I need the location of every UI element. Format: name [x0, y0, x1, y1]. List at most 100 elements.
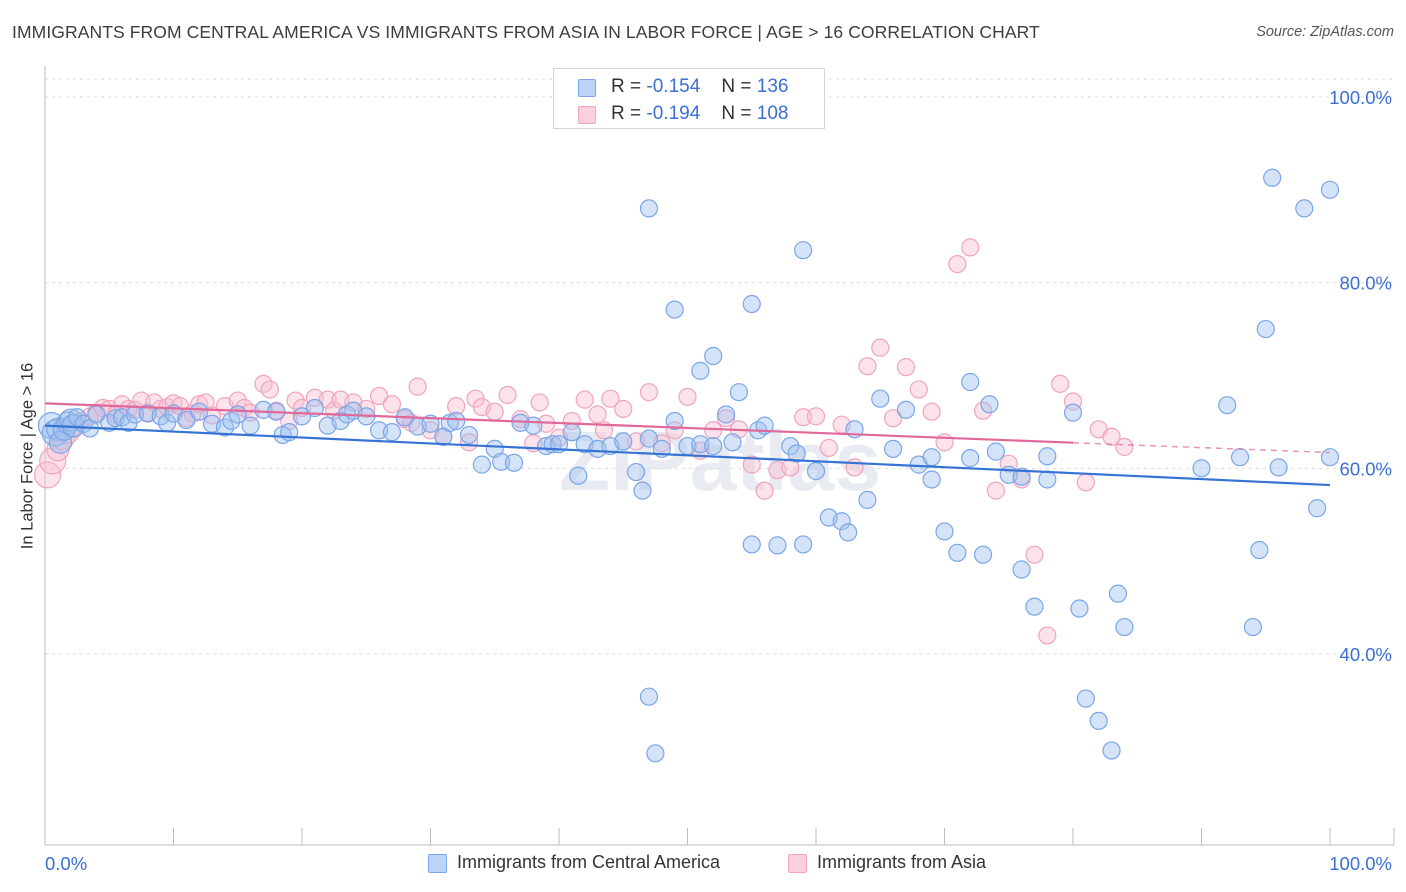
data-point: [935, 433, 954, 452]
data-point: [896, 358, 916, 377]
data-point: [794, 535, 813, 554]
data-point: [1063, 403, 1083, 422]
data-point: [504, 453, 524, 472]
data-point: [768, 536, 787, 555]
data-point: [819, 438, 838, 458]
chart-title: IMMIGRANTS FROM CENTRAL AMERICA VS IMMIG…: [12, 22, 1040, 42]
data-point: [806, 462, 826, 481]
data-point: [986, 481, 1006, 500]
data-point: [1250, 540, 1269, 560]
data-point: [421, 414, 440, 433]
data-point: [678, 387, 697, 406]
legend-n-value: 136: [756, 76, 789, 97]
data-point: [909, 380, 928, 399]
legend-swatch-blue: [578, 79, 596, 97]
legend-swatch-pink: [578, 106, 596, 124]
data-point: [382, 423, 402, 442]
data-point: [723, 433, 742, 452]
data-point: [1115, 617, 1134, 637]
data-point: [691, 361, 710, 380]
data-point: [806, 407, 826, 426]
data-point: [1070, 599, 1089, 618]
data-point: [704, 421, 723, 440]
data-point: [459, 425, 479, 445]
data-point: [948, 255, 967, 274]
data-point: [228, 391, 247, 410]
data-point: [260, 380, 279, 399]
data-point: [665, 411, 684, 431]
data-point: [755, 481, 774, 500]
data-point: [704, 346, 723, 366]
bottom-legend-label: Immigrants from Asia: [817, 852, 987, 872]
data-point: [1256, 319, 1275, 339]
data-point: [459, 433, 479, 452]
correlation-legend: R = -0.154 N = 136 R = -0.194 N = 108: [553, 68, 825, 129]
data-point: [1230, 448, 1250, 467]
data-point: [871, 389, 890, 408]
data-point: [961, 372, 980, 392]
y-tick-label: 40.0%: [1340, 644, 1392, 665]
data-point: [614, 399, 633, 419]
data-point: [1025, 545, 1044, 564]
data-point: [986, 442, 1006, 461]
data-point: [1192, 459, 1211, 478]
legend-text: R = -0.154 N = 136: [611, 76, 788, 98]
data-point: [1263, 168, 1282, 187]
data-point: [562, 423, 581, 442]
data-point: [639, 199, 659, 218]
data-point: [794, 408, 813, 427]
legend-text: R = -0.194 N = 108: [611, 103, 788, 125]
data-point: [973, 545, 993, 564]
data-point: [1295, 199, 1314, 218]
data-point: [215, 418, 234, 437]
data-point: [1038, 626, 1057, 645]
data-point: [858, 357, 877, 376]
x-tick-label: 100.0%: [1329, 853, 1392, 874]
data-point: [1108, 584, 1128, 603]
data-point: [704, 436, 723, 456]
data-point: [1012, 560, 1031, 579]
data-point: [492, 452, 511, 471]
data-point: [305, 398, 324, 418]
bottom-legend-label: Immigrants from Central America: [457, 852, 721, 872]
data-point: [871, 338, 890, 357]
bottom-legend-swatch-blue: [428, 854, 447, 873]
data-point: [639, 687, 659, 706]
data-point: [1038, 470, 1057, 489]
y-tick-label: 60.0%: [1340, 458, 1392, 479]
trend-line: [44, 402, 1074, 444]
data-point: [331, 411, 350, 431]
data-point: [382, 395, 402, 414]
source-label: Source: ZipAtlas.com: [1256, 24, 1394, 40]
data-point: [472, 455, 491, 474]
data-point: [961, 449, 980, 468]
data-point: [498, 385, 517, 405]
data-point: [1012, 467, 1031, 486]
data-point: [781, 436, 800, 456]
data-point: [190, 402, 209, 421]
data-point: [1051, 374, 1070, 393]
data-point: [447, 397, 466, 416]
data-point: [883, 439, 903, 458]
data-point: [222, 411, 241, 431]
data-point: [1102, 741, 1121, 760]
legend-n-label: N =: [721, 103, 752, 124]
data-point: [665, 421, 684, 440]
data-point: [1038, 447, 1057, 466]
trend-line-extrapolated: [1072, 441, 1331, 454]
data-point: [601, 389, 620, 408]
data-point: [1243, 617, 1263, 637]
data-point: [241, 416, 260, 435]
y-tick-label: 80.0%: [1340, 273, 1392, 294]
data-point: [832, 512, 851, 531]
data-point: [1076, 473, 1095, 492]
legend-r-label: R =: [611, 103, 642, 124]
data-point: [646, 744, 665, 763]
data-point: [980, 395, 999, 414]
data-point: [588, 405, 607, 424]
data-point: [922, 448, 941, 467]
data-point: [639, 383, 659, 402]
y-tick-label: 100.0%: [1329, 87, 1392, 108]
data-point: [961, 238, 980, 257]
data-point: [318, 390, 337, 409]
